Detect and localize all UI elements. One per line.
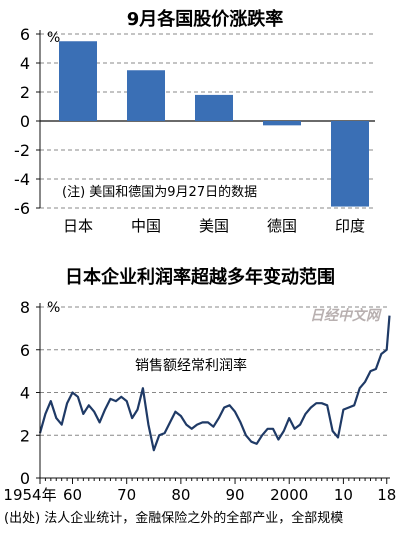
x-tick-label: 2000 [270, 486, 308, 504]
bar-chart-bars [59, 41, 369, 207]
line-chart: 日本企业利润率超越多年变动范围 8 6 4 2 0 % 日经中文网 销售额经常利润率 1… [3, 266, 396, 526]
bar-4 [331, 121, 369, 207]
bar-chart-title: 9月各国股价涨跌率 [127, 8, 284, 30]
line-chart-unit-label: % [47, 300, 60, 316]
y-tick-label: -4 [14, 170, 30, 189]
bar-chart-y-ticks: 6 4 2 0 -2 -4 -6 [14, 25, 40, 218]
bar-1 [127, 70, 165, 121]
x-tick-label: 18 [377, 486, 396, 504]
category-label: 印度 [335, 217, 365, 235]
y-tick-label: -6 [14, 199, 30, 218]
y-tick-label: 8 [20, 298, 30, 317]
x-tick-label: 80 [171, 486, 190, 504]
line-chart-y-ticks: 8 6 4 2 0 [20, 298, 40, 488]
line-chart-series-label: 销售额经常利润率 [135, 357, 247, 374]
bar-0 [59, 41, 97, 121]
category-label: 美国 [199, 217, 229, 235]
y-tick-label: 4 [20, 384, 30, 403]
bar-chart: 9月各国股价涨跌率 6 4 2 0 -2 -4 -6 % 日本 中国 美国 德国 印度 (注) 美国… [14, 8, 375, 235]
x-tick-label: 70 [117, 486, 136, 504]
y-tick-label: 6 [20, 341, 30, 360]
bar-chart-note: (注) 美国和德国为9月27日的数据 [62, 184, 257, 200]
y-tick-label: 2 [20, 426, 30, 445]
watermark-text: 日经中文网 [310, 307, 382, 324]
y-tick-label: 0 [20, 112, 30, 131]
x-tick-label: 90 [225, 486, 244, 504]
x-tick-label: 60 [63, 486, 82, 504]
category-label: 中国 [131, 217, 161, 235]
bar-chart-category-labels: 日本 中国 美国 德国 印度 [63, 217, 365, 235]
line-chart-gridlines [40, 306, 390, 436]
line-chart-source: (出处) 法人企业统计，金融保险之外的全部产业，全部规模 [4, 510, 343, 526]
line-chart-x-ticks: 1954年 60 70 80 90 2000 10 18 [3, 478, 396, 504]
bar-3 [263, 121, 301, 126]
bar-chart-unit-label: % [47, 30, 60, 46]
category-label: 德国 [267, 217, 297, 235]
line-chart-title: 日本企业利润率超越多年变动范围 [65, 266, 335, 288]
y-tick-label: 4 [20, 54, 30, 73]
y-tick-label: -2 [14, 141, 30, 160]
x-tick-label: 1954年 [3, 486, 56, 504]
line-chart-axes [39, 303, 390, 479]
y-tick-label: 2 [20, 83, 30, 102]
y-tick-label: 6 [20, 25, 30, 44]
category-label: 日本 [63, 217, 93, 235]
bar-2 [195, 94, 233, 121]
series-line-profit-margin [38, 315, 391, 452]
y-tick-label: 0 [20, 469, 30, 488]
x-tick-label: 10 [334, 486, 353, 504]
